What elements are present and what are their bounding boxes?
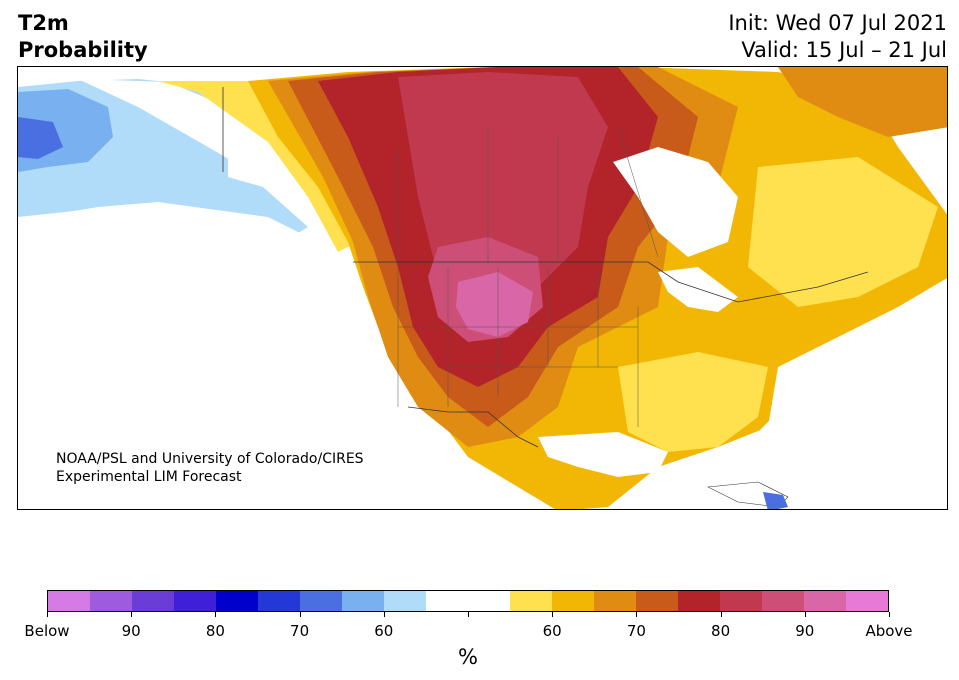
colorbar-segment xyxy=(48,591,90,611)
colorbar-segment xyxy=(132,591,174,611)
colorbar-tick xyxy=(720,612,722,617)
southeast-yellow xyxy=(618,352,768,452)
caribbean-blue xyxy=(763,492,788,509)
title-line-2: Probability xyxy=(18,38,148,62)
colorbar-tick xyxy=(889,612,890,617)
province-borders xyxy=(397,126,659,262)
colorbar-tick xyxy=(552,612,554,617)
colorbar-segment xyxy=(846,591,888,611)
colorbar-tick-label: Above xyxy=(865,622,913,640)
colorbar-segment xyxy=(258,591,300,611)
colorbar-tick-label: 70 xyxy=(290,622,310,640)
colorbar-tick xyxy=(636,612,638,617)
colorbar-segment xyxy=(174,591,216,611)
us-canada-border xyxy=(353,261,869,303)
colorbar-tick xyxy=(215,612,217,617)
magenta-core xyxy=(456,272,533,337)
colorbar-segment xyxy=(384,591,426,611)
colorbar-segment xyxy=(552,591,594,611)
great-lakes xyxy=(658,267,738,312)
init-date: Init: Wed 07 Jul 2021 xyxy=(728,11,947,35)
credit-text: NOAA/PSL and University of Colorado/CIRE… xyxy=(56,450,364,486)
forecast-dates: Init: Wed 07 Jul 2021 Valid: 15 Jul – 21… xyxy=(728,10,947,64)
credit-line-2: Experimental LIM Forecast xyxy=(56,469,242,485)
colorbar-segment xyxy=(510,591,552,611)
gulf-of-mexico xyxy=(538,432,668,477)
alaska-deep-blue xyxy=(18,117,63,159)
colorbar-segment xyxy=(300,591,342,611)
probability-map xyxy=(18,67,947,509)
colorbar-tick xyxy=(804,612,806,617)
map-title: T2m Probability xyxy=(18,10,148,64)
valid-range: Valid: 15 Jul – 21 Jul xyxy=(741,38,947,62)
state-borders xyxy=(397,267,639,427)
hudson-bay xyxy=(613,147,738,257)
colorbar-segment xyxy=(216,591,258,611)
pacific-ocean xyxy=(18,202,487,509)
colorbar-tick-label: Below xyxy=(24,622,70,640)
colorbar-tick-label: 80 xyxy=(205,622,225,640)
colorbar-segment xyxy=(636,591,678,611)
colorbar-tick xyxy=(47,612,48,617)
greenland xyxy=(778,67,947,137)
colorbar-segment xyxy=(90,591,132,611)
alaska-white-band xyxy=(78,79,318,197)
colorbar-segment xyxy=(342,591,384,611)
colorbar-tick xyxy=(383,612,385,617)
colorbar-segment xyxy=(678,591,720,611)
northeast-yellow xyxy=(748,157,938,307)
colorbar-tick-label: 70 xyxy=(626,622,646,640)
colorbar-tick-label: 80 xyxy=(711,622,731,640)
colorbar-segment xyxy=(804,591,846,611)
title-line-1: T2m xyxy=(18,11,69,35)
colorbar-tick-label: 90 xyxy=(121,622,141,640)
colorbar-tick xyxy=(468,612,469,617)
colorbar-tick xyxy=(299,612,301,617)
us-mexico-border xyxy=(407,406,539,448)
colorbar-segment xyxy=(468,591,510,611)
colorbar-tick-label: 90 xyxy=(795,622,815,640)
colorbar-segment xyxy=(426,591,468,611)
map-panel: NOAA/PSL and University of Colorado/CIRE… xyxy=(17,66,948,510)
colorbar-segment xyxy=(762,591,804,611)
credit-line-1: NOAA/PSL and University of Colorado/CIRE… xyxy=(56,451,364,467)
colorbar-tick-label: 60 xyxy=(542,622,562,640)
colorbar-tick xyxy=(131,612,133,617)
colorbar-segment xyxy=(720,591,762,611)
atlantic-ocean xyxy=(619,283,947,509)
colorbar-tick-label: 60 xyxy=(374,622,394,640)
units-label: % xyxy=(458,645,478,669)
colorbar xyxy=(47,590,889,612)
colorbar-segment xyxy=(594,591,636,611)
